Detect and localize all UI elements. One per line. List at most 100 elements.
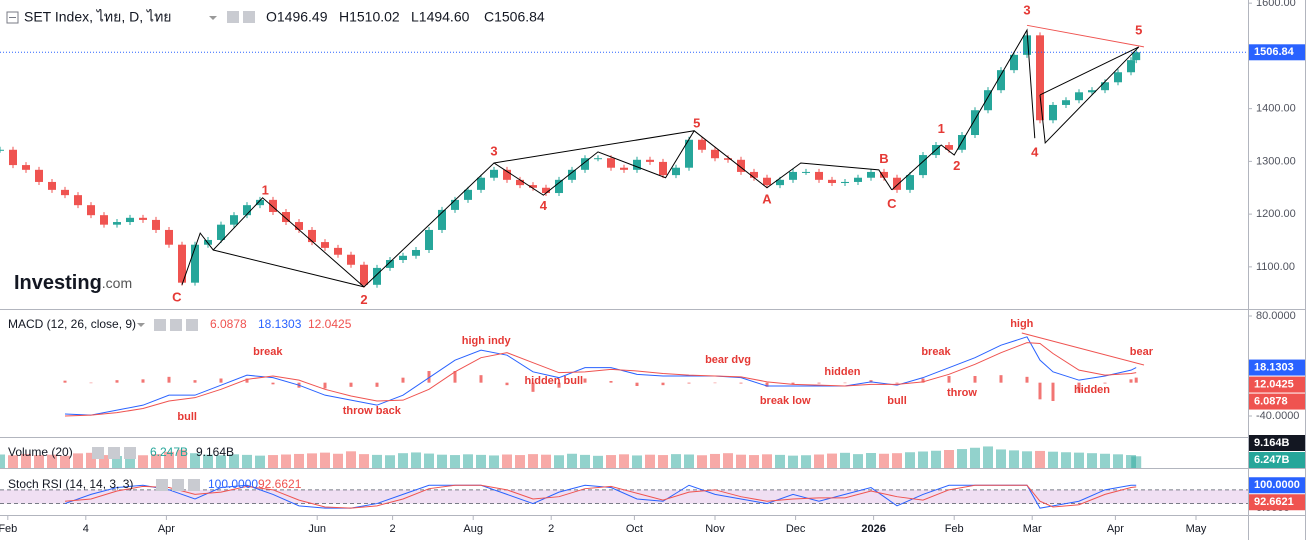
candle xyxy=(451,199,459,210)
axis-readout-box xyxy=(1249,452,1305,468)
volume-bar xyxy=(957,449,967,468)
candle xyxy=(984,90,992,111)
histogram-bar xyxy=(167,376,171,383)
close-button[interactable] xyxy=(243,11,255,23)
settings-button[interactable] xyxy=(170,319,182,331)
trend-line xyxy=(1021,332,1145,366)
candle xyxy=(477,177,485,190)
histogram-bar xyxy=(1038,382,1042,400)
candle xyxy=(204,239,212,245)
annotation: bull xyxy=(177,411,197,423)
candle xyxy=(828,179,836,184)
annotation: break low xyxy=(760,395,811,407)
volume-bar xyxy=(372,454,382,468)
histogram-bar xyxy=(245,378,249,383)
candle xyxy=(87,205,95,216)
volume-bar xyxy=(827,453,837,468)
settings-button[interactable] xyxy=(227,11,239,23)
histogram-bar xyxy=(843,382,847,384)
volume-bar xyxy=(333,453,343,468)
x-tick-label: Feb xyxy=(945,523,964,535)
dropdown-arrow[interactable] xyxy=(209,16,217,20)
visibility-button[interactable] xyxy=(156,479,168,491)
candle xyxy=(971,110,979,136)
histogram-bar xyxy=(505,382,509,386)
annotation: C xyxy=(887,196,897,211)
histogram-bar xyxy=(973,376,977,383)
histogram-bar xyxy=(427,371,431,383)
volume-bar xyxy=(970,447,980,468)
candle xyxy=(568,169,576,180)
volume-bar xyxy=(151,454,161,468)
volume-bar xyxy=(411,452,421,468)
volume-bar xyxy=(554,455,564,468)
volume-bar xyxy=(788,455,798,468)
volume-bar xyxy=(710,453,720,468)
volume-bar xyxy=(73,453,83,468)
volume-bar xyxy=(684,454,694,468)
candle xyxy=(61,189,69,196)
close-button[interactable] xyxy=(124,447,136,459)
macd-pane xyxy=(63,332,1145,417)
annotation: 4 xyxy=(1031,144,1039,159)
visibility-button[interactable] xyxy=(154,319,166,331)
y-tick-label: 1600.00 xyxy=(1256,0,1296,9)
candle xyxy=(1132,52,1141,61)
open-label: O1496.49 xyxy=(266,9,328,25)
axis-readout-box xyxy=(1249,359,1305,376)
annotation: 3 xyxy=(1023,3,1030,18)
volume-bar xyxy=(866,453,876,468)
volume-bar xyxy=(892,453,902,468)
x-tick-label: Aug xyxy=(463,523,483,535)
candle xyxy=(1023,35,1031,55)
volume-bar xyxy=(1087,453,1097,468)
settings-button[interactable] xyxy=(172,479,184,491)
candle xyxy=(646,159,654,162)
candle xyxy=(945,145,953,150)
annotation: B xyxy=(879,151,888,166)
watermark-suffix: .com xyxy=(102,275,132,291)
symbol-title: SET Index, ไทย, D, ไทย xyxy=(24,9,172,25)
candle xyxy=(386,260,394,268)
candle xyxy=(594,158,602,160)
candle xyxy=(74,195,82,206)
annotation: throw xyxy=(947,387,977,399)
candle xyxy=(841,181,849,184)
close-button[interactable] xyxy=(188,479,200,491)
candle xyxy=(1049,104,1057,121)
settings-button[interactable] xyxy=(108,447,120,459)
x-tick-label: 4 xyxy=(83,523,89,535)
candle xyxy=(230,215,238,225)
annotation: 2 xyxy=(360,292,367,307)
volume-bar xyxy=(60,455,70,468)
volume-bar xyxy=(515,455,525,468)
volume-bar xyxy=(905,452,915,468)
collapse-button[interactable] xyxy=(6,11,19,24)
stoch-d-readout: 92.6621 xyxy=(258,477,302,491)
dropdown-arrow[interactable] xyxy=(137,323,145,327)
candle xyxy=(711,149,719,159)
axis-readout-label: 92.6621 xyxy=(1254,496,1294,508)
volume-bar xyxy=(476,454,486,468)
candle xyxy=(581,158,589,170)
annotation: bull xyxy=(887,395,907,407)
trend-line xyxy=(891,28,1036,191)
visibility-button[interactable] xyxy=(92,447,104,459)
annotation: hidden xyxy=(824,366,860,378)
volume-bar xyxy=(138,455,148,468)
candle xyxy=(360,264,368,285)
close-button[interactable] xyxy=(186,319,198,331)
candle xyxy=(867,171,875,178)
annotation: 3 xyxy=(490,143,497,158)
close-label: C1506.84 xyxy=(484,9,545,25)
volume-bar xyxy=(242,454,252,468)
volume-bar xyxy=(502,454,512,468)
volume-bar xyxy=(346,451,356,468)
candle xyxy=(789,171,797,180)
volume-bar xyxy=(268,455,278,468)
histogram-bar xyxy=(583,378,587,383)
volume-bar xyxy=(528,454,538,468)
volume-bar xyxy=(281,454,291,468)
series-line xyxy=(64,484,1137,509)
histogram-readout: 6.0878 xyxy=(210,317,247,331)
